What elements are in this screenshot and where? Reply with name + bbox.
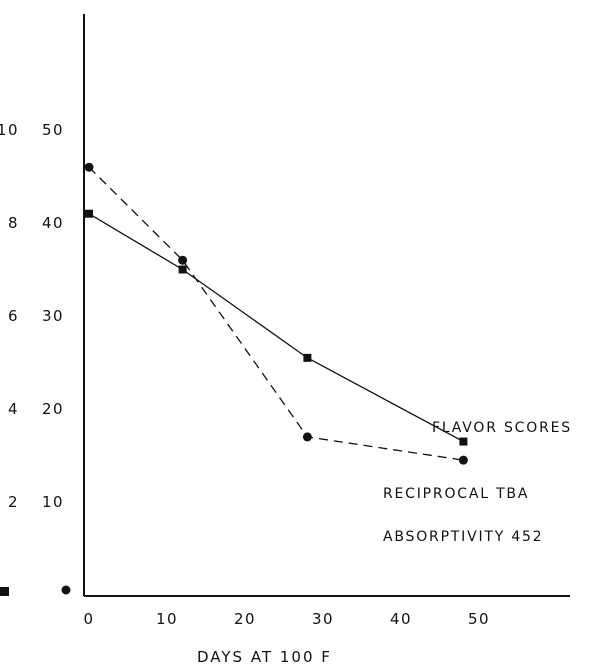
y-tick-label-inner: 10: [42, 493, 64, 511]
data-point-square: [459, 437, 468, 446]
data-point-circle: [458, 455, 468, 465]
y-tick-label-inner: 20: [42, 400, 64, 418]
origin-square-marker: [0, 587, 9, 596]
origin-legend-markers: [0, 585, 71, 596]
x-axis-title: DAYS AT 100 F: [197, 648, 332, 666]
axes: [83, 14, 570, 597]
x-tick-label: 40: [390, 610, 412, 628]
x-tick-label: 20: [234, 610, 256, 628]
y-tick-label-inner: 40: [42, 214, 64, 232]
x-tick-labels: 0 10 20 30 40 50: [83, 610, 490, 628]
data-point-circle: [302, 432, 312, 442]
y-tick-label-outer: 10: [0, 121, 19, 139]
x-tick-label: 50: [468, 610, 490, 628]
annotation-tba-line1: RECIPROCAL TBA: [383, 486, 529, 502]
y-tick-label-outer: 2: [8, 493, 19, 511]
x-tick-label: 30: [312, 610, 334, 628]
y-tick-label-outer: 4: [8, 400, 19, 418]
y-tick-label-outer: 8: [8, 214, 19, 232]
data-point-square: [178, 265, 187, 274]
annotation-tba-line2: ABSORPTIVITY 452: [383, 529, 543, 545]
data-point-square: [303, 353, 312, 362]
data-point-square: [85, 209, 93, 218]
y-tick-labels-outer: 2 4 6 8 10: [0, 121, 19, 511]
y-tick-label-outer: 6: [8, 307, 19, 325]
series-line-flavor-scores: [88, 213, 464, 443]
y-tick-labels-inner: 10 20 30 40 50: [42, 121, 64, 511]
annotation-flavor-scores: FLAVOR SCORES: [432, 420, 572, 436]
y-tick-label-inner: 50: [42, 121, 64, 139]
data-point-circle: [178, 255, 188, 265]
x-tick-label: 0: [83, 610, 94, 628]
series-line-reciprocal-tba: [88, 166, 464, 461]
series-layer: [84, 162, 468, 465]
data-point-circle: [84, 162, 94, 172]
y-tick-label-inner: 30: [42, 307, 64, 325]
origin-circle-marker: [61, 585, 71, 595]
x-tick-label: 10: [156, 610, 178, 628]
